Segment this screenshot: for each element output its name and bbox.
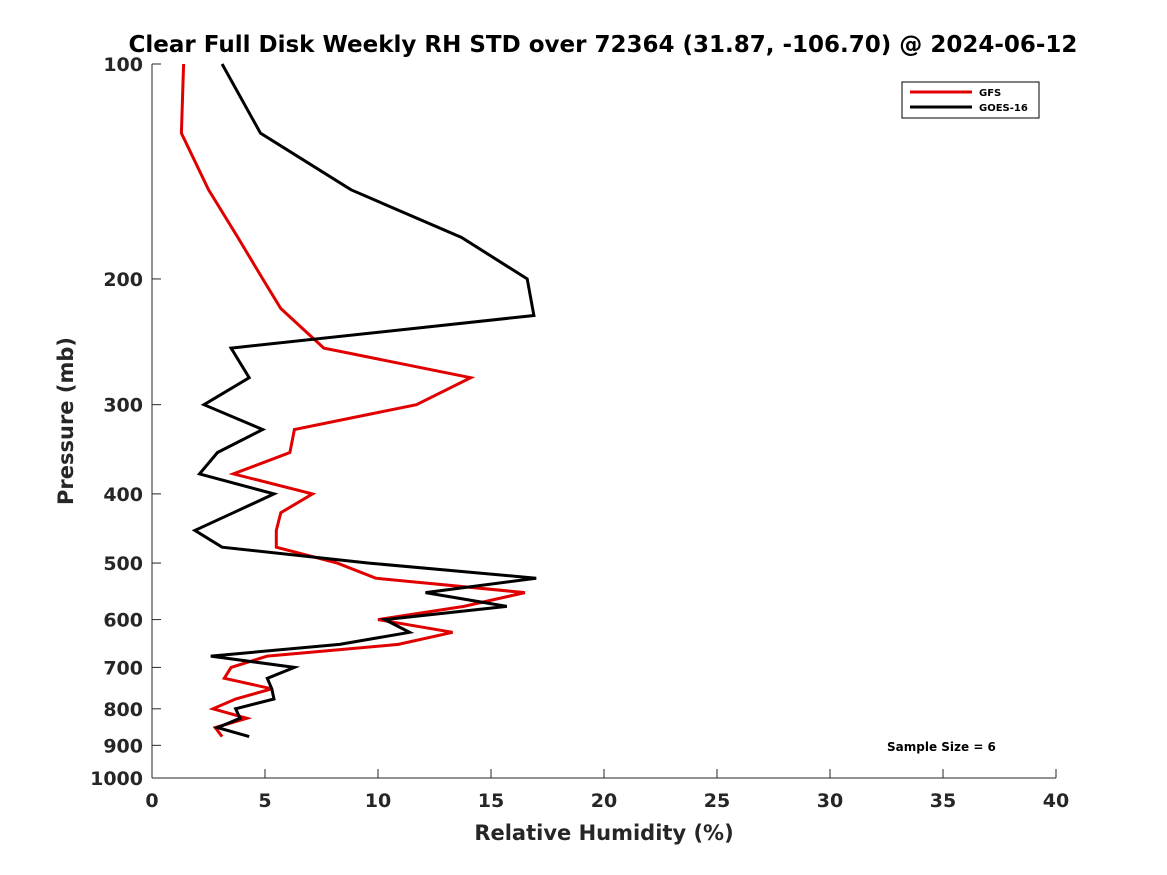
x-tick-label: 0 bbox=[145, 790, 158, 812]
series-line-goes16 bbox=[191, 63, 537, 739]
x-tick-label: 20 bbox=[591, 790, 617, 812]
y-tick-label: 300 bbox=[103, 395, 143, 417]
x-tick-label: 35 bbox=[930, 790, 956, 812]
y-tick-label: 100 bbox=[103, 54, 143, 76]
plot-area: 0 5 10 15 20 25 30 35 40 100 200 300 400 500 600 700 80… bbox=[90, 54, 1069, 812]
legend-box bbox=[901, 81, 1040, 119]
y-tick-label: 200 bbox=[103, 269, 143, 291]
sample-size-annotation: Sample Size = 6 bbox=[887, 740, 996, 754]
x-axis-ticks: 0 5 10 15 20 25 30 35 40 bbox=[145, 769, 1069, 812]
y-tick-label: 900 bbox=[103, 735, 143, 757]
x-tick-label: 40 bbox=[1043, 790, 1069, 812]
series-group bbox=[179, 63, 537, 739]
legend: GFS GOES-16 bbox=[901, 81, 1040, 119]
x-tick-label: 15 bbox=[478, 790, 504, 812]
y-tick-label: 700 bbox=[103, 657, 143, 679]
chart-title: Clear Full Disk Weekly RH STD over 72364… bbox=[129, 32, 1078, 58]
y-tick-label: 400 bbox=[103, 484, 143, 506]
x-tick-label: 25 bbox=[704, 790, 730, 812]
y-axis-label: Pressure (mb) bbox=[54, 337, 78, 505]
legend-label-goes16: GOES-16 bbox=[979, 103, 1028, 114]
x-tick-label: 5 bbox=[258, 790, 271, 812]
x-tick-label: 10 bbox=[365, 790, 391, 812]
x-axis-label: Relative Humidity (%) bbox=[474, 821, 733, 845]
x-tick-label: 30 bbox=[817, 790, 843, 812]
y-tick-label: 1000 bbox=[90, 768, 143, 790]
y-tick-label: 500 bbox=[103, 553, 143, 575]
legend-label-gfs: GFS bbox=[979, 88, 1001, 99]
y-axis-ticks: 100 200 300 400 500 600 700 800 900 1000 bbox=[90, 54, 161, 790]
y-tick-label: 600 bbox=[103, 610, 143, 632]
y-tick-label: 800 bbox=[103, 699, 143, 721]
series-line-gfs bbox=[179, 63, 526, 738]
